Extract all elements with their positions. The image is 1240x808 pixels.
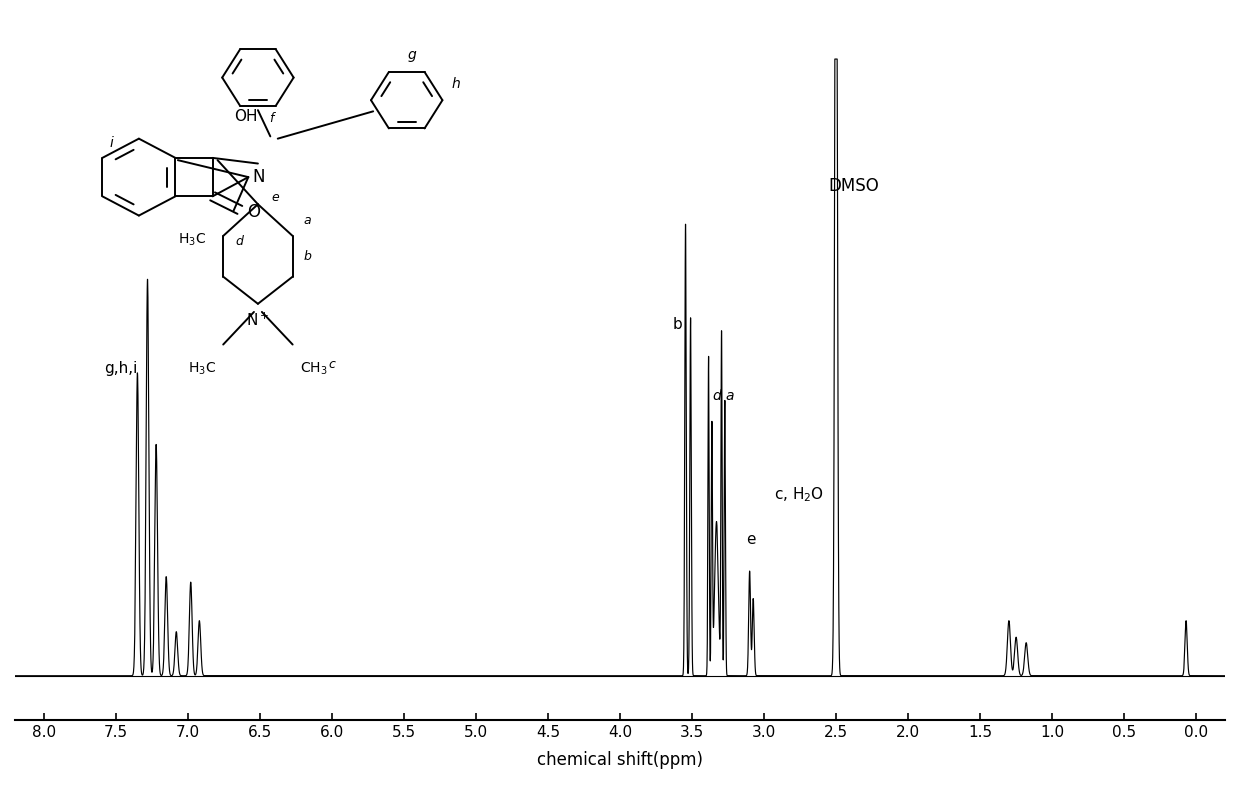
Text: g,h,i: g,h,i [104, 361, 138, 376]
Text: e: e [272, 191, 279, 204]
Text: H$_3$C: H$_3$C [179, 231, 206, 248]
X-axis label: chemical shift(ppm): chemical shift(ppm) [537, 751, 703, 768]
Text: f: f [269, 112, 273, 125]
Text: O: O [247, 203, 260, 221]
Text: i: i [109, 137, 114, 150]
Text: OH: OH [234, 109, 257, 124]
Text: c, H$_2$O: c, H$_2$O [774, 486, 825, 504]
Text: a: a [725, 389, 734, 403]
Text: g: g [407, 48, 417, 61]
Text: b: b [304, 250, 311, 263]
Text: h: h [451, 78, 460, 91]
Text: b: b [673, 317, 682, 332]
Text: N: N [252, 168, 265, 186]
Text: c: c [329, 358, 335, 371]
Text: a: a [304, 213, 311, 226]
Text: d: d [236, 234, 244, 247]
Text: CH$_3$: CH$_3$ [300, 360, 327, 377]
Text: d: d [712, 389, 720, 403]
Text: N$^+$: N$^+$ [247, 312, 269, 329]
Text: H$_3$C: H$_3$C [187, 360, 216, 377]
Text: e: e [746, 532, 755, 546]
Text: DMSO: DMSO [828, 177, 879, 196]
